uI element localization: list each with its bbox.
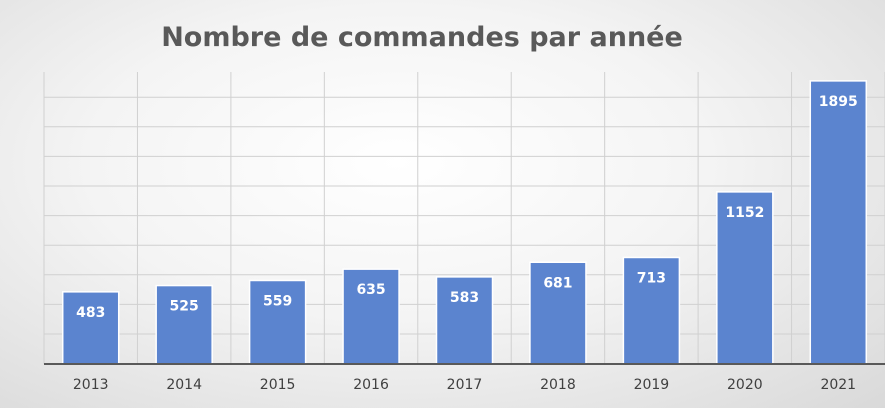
x-tick-label-2015: 2015: [260, 377, 296, 393]
data-label-2018: 681: [543, 275, 572, 291]
bar-2017: [435, 276, 494, 365]
data-label-2021: 1895: [819, 94, 858, 110]
x-tick-label-2014: 2014: [166, 377, 202, 393]
data-label-2020: 1152: [725, 205, 764, 221]
bar-2018: [529, 261, 587, 365]
bar-2016: [342, 268, 400, 365]
bar-2013: [61, 291, 120, 365]
gridlines: [43, 72, 885, 364]
bar-2014: [155, 284, 213, 365]
bar-2021: [809, 80, 868, 365]
data-label-2017: 583: [450, 290, 479, 306]
x-tick-labels: 2013 2014 2015 2016 2017 2018 2019 2020 2021: [73, 377, 856, 393]
data-label-2013: 483: [76, 305, 105, 321]
bar-2019: [622, 256, 681, 365]
x-tick-label-2020: 2020: [727, 377, 763, 393]
x-tick-label-2021: 2021: [820, 377, 856, 393]
data-label-2019: 713: [637, 270, 666, 286]
x-tick-label-2018: 2018: [540, 377, 576, 393]
x-tick-label-2019: 2019: [634, 377, 670, 393]
x-tick-label-2016: 2016: [353, 377, 389, 393]
chart-title: Nombre de commandes par année: [161, 22, 683, 53]
x-tick-label-2013: 2013: [73, 377, 109, 393]
bars: [61, 80, 868, 365]
bar-2015: [248, 279, 307, 365]
data-labels: 483 525 559 635 583 681 713 1152 1895: [76, 94, 858, 321]
bar-2020: [716, 191, 774, 365]
data-label-2015: 559: [263, 293, 292, 309]
data-label-2014: 525: [170, 299, 199, 315]
x-tick-label-2017: 2017: [447, 377, 483, 393]
data-label-2016: 635: [356, 282, 385, 298]
